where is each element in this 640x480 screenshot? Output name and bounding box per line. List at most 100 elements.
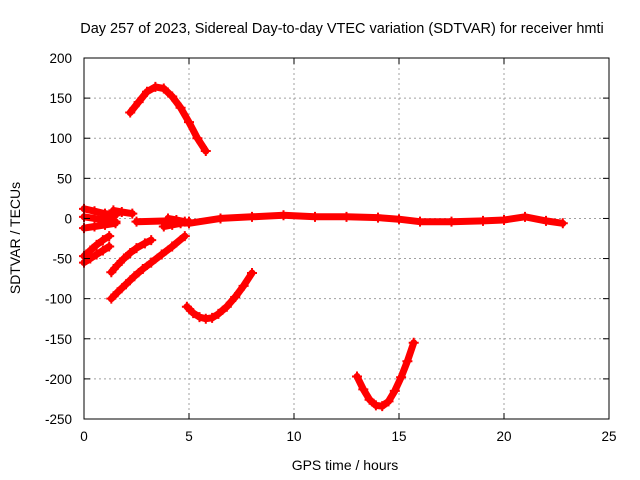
data-point-short-mid-2: [163, 213, 173, 224]
data-point-baseline: [247, 211, 257, 222]
data-point-short-left-1: [91, 249, 102, 260]
data-point-short-left-5: [116, 207, 127, 218]
data-series: [79, 81, 568, 412]
data-point-baseline: [341, 211, 352, 222]
data-point-baseline: [131, 216, 142, 227]
data-point-short-left-2: [91, 239, 102, 250]
y-tick-label: 150: [49, 91, 72, 106]
data-point-baseline: [478, 215, 488, 226]
y-tick-label: -200: [45, 372, 72, 387]
x-axis-label: GPS time / hours: [292, 457, 399, 473]
y-tick-label: -150: [45, 332, 72, 347]
data-point-arc-mid-low: [213, 308, 224, 319]
data-point-arc-mid-low: [230, 292, 241, 303]
data-point-arc-high: [192, 133, 203, 144]
data-point-arc-high: [184, 117, 194, 128]
data-point-arc-mid-low: [194, 312, 205, 323]
data-point-arc-lowest: [396, 372, 407, 383]
y-tick-label: -250: [45, 412, 72, 427]
data-point-short-low-2: [125, 247, 136, 258]
data-point-arc-lowest: [364, 394, 375, 405]
data-point-short-left-6: [89, 213, 100, 224]
data-point-baseline: [499, 215, 509, 226]
data-point-arc-lowest: [377, 401, 388, 412]
data-point-arc-high: [167, 91, 178, 102]
data-point-short-low-2: [131, 243, 142, 254]
data-point-short-low-2: [146, 235, 157, 246]
x-tick-label: 25: [601, 429, 616, 444]
data-point-arc-mid-low: [247, 267, 257, 278]
data-point-short-low-1: [129, 271, 140, 282]
data-point-baseline: [520, 211, 530, 222]
data-point-short-low-1: [167, 241, 178, 252]
data-point-arc-high: [142, 86, 152, 97]
data-point-baseline: [446, 216, 457, 227]
data-point-arc-lowest: [358, 384, 369, 395]
series-arc-mid-low: [183, 269, 256, 323]
data-point-arc-mid-low: [188, 308, 199, 319]
y-tick-label: 50: [57, 171, 72, 186]
chart-title: Day 257 of 2023, Sidereal Day-to-day VTE…: [80, 21, 604, 37]
data-point-short-low-2: [118, 253, 129, 264]
x-tick-label: 5: [185, 429, 193, 444]
data-point-arc-high: [125, 107, 136, 118]
data-point-arc-high: [158, 83, 169, 94]
data-point-short-left-5: [108, 205, 119, 216]
data-point-short-low-2: [112, 259, 123, 270]
data-point-baseline: [310, 211, 320, 222]
data-point-short-mid-1: [158, 221, 169, 232]
data-point-short-low-1: [179, 231, 190, 242]
x-tick-label: 20: [496, 429, 511, 444]
data-point-arc-mid-low: [207, 312, 218, 323]
y-tick-label: 200: [49, 51, 72, 66]
data-point-baseline: [415, 216, 425, 227]
data-point-arc-mid-low: [181, 301, 192, 312]
data-point-baseline: [394, 214, 404, 225]
data-point-short-left-5: [127, 208, 138, 219]
data-point-short-mid-2: [179, 216, 190, 227]
data-point-short-left-6: [100, 215, 110, 226]
data-point-short-left-1: [97, 245, 108, 256]
series-short-left-4: [80, 205, 119, 219]
data-point-arc-high: [200, 146, 211, 157]
data-point-baseline: [541, 215, 551, 226]
data-point-arc-lowest: [402, 356, 413, 367]
data-point-baseline: [557, 218, 568, 229]
series-arc-lowest: [353, 339, 418, 410]
data-point-short-left-1: [104, 241, 115, 252]
data-point-baseline: [215, 213, 226, 224]
y-tick-label: 0: [64, 211, 72, 226]
series-short-left-6: [80, 213, 119, 226]
data-point-arc-high: [175, 102, 186, 113]
data-point-short-low-1: [146, 257, 157, 268]
data-point-short-low-1: [112, 287, 123, 298]
grid-lines: [84, 58, 609, 419]
data-point-short-low-1: [121, 279, 131, 290]
data-point-short-mid-2: [171, 215, 182, 226]
data-point-short-low-1: [156, 249, 167, 260]
x-tick-label: 10: [286, 429, 301, 444]
axis-ticks: 0 5 10 15 20 25 -250 -200 -150 -100 -50 0 50 100 150 20…: [45, 51, 617, 444]
plot-frame: [83, 57, 610, 420]
y-axis-label: SDTVAR / TECUs: [7, 182, 23, 294]
y-tick-label: -50: [52, 252, 72, 267]
data-point-arc-lowest: [389, 385, 400, 396]
series-arc-high: [126, 83, 210, 155]
data-point-arc-high: [133, 97, 144, 108]
data-point-short-low-2: [139, 238, 150, 249]
data-point-short-left-2: [104, 231, 115, 242]
data-point-baseline: [278, 210, 289, 221]
x-tick-label: 0: [80, 429, 88, 444]
data-point-arc-lowest: [408, 337, 419, 348]
data-point-baseline: [373, 212, 383, 223]
data-point-short-left-2: [97, 235, 108, 246]
data-point-short-left-6: [110, 216, 121, 227]
data-point-arc-mid-low: [221, 301, 232, 312]
data-point-arc-mid-low: [238, 280, 249, 291]
data-point-arc-high: [150, 81, 161, 92]
data-point-short-left-2: [85, 245, 96, 256]
data-point-short-low-1: [137, 263, 148, 274]
data-point-short-low-1: [106, 293, 117, 304]
y-tick-label: 100: [49, 131, 72, 146]
